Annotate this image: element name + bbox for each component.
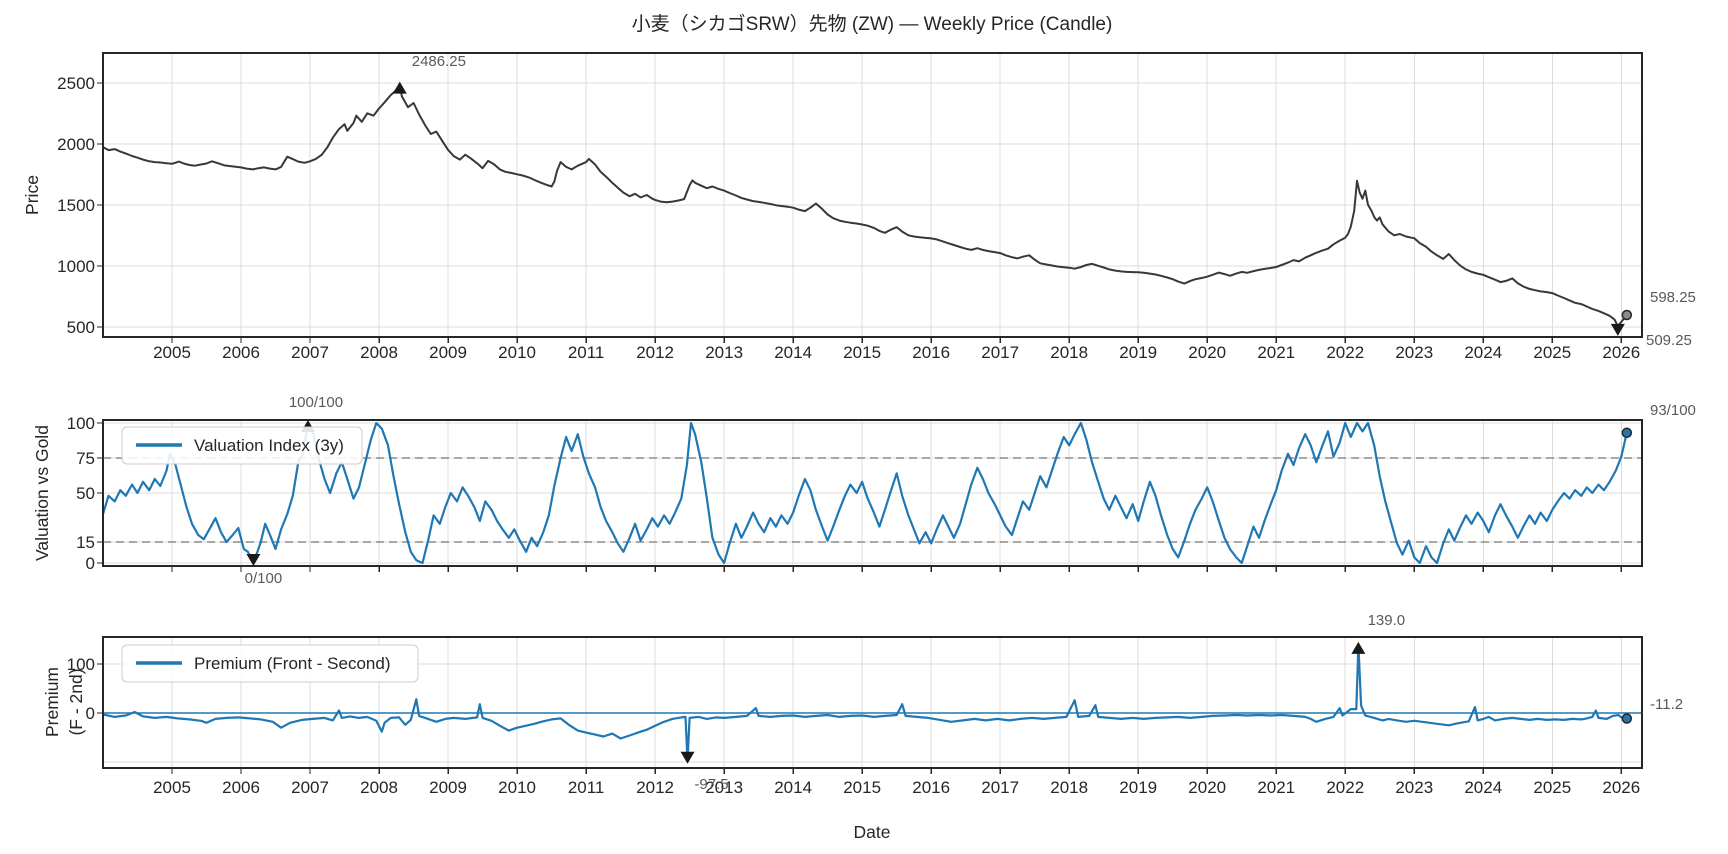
price-low-annotation-text: 509.25 [1646, 332, 1692, 349]
x-tick-label: 2018 [1050, 343, 1088, 362]
premium-panel: 0 100 2005 2006 2007 2008 2009 2010 2011 2012 2013… [67, 612, 1683, 797]
valuation-y-tick-label: 15 [76, 533, 95, 552]
x-tick-label: 2010 [498, 778, 536, 797]
x-tick-label: 2008 [360, 343, 398, 362]
x-tick-label: 2007 [291, 778, 329, 797]
price-low-triangle-down-marker [1610, 323, 1625, 336]
x-tick-label: 2022 [1326, 343, 1364, 362]
x-tick-label: 2006 [222, 778, 260, 797]
x-tick-label: 2024 [1464, 343, 1502, 362]
prem-last-annotation-text: -11.2 [1650, 696, 1683, 713]
price-last-annotation-text: 598.25 [1650, 289, 1696, 306]
x-tick-label: 2017 [981, 343, 1019, 362]
premium-spine [102, 636, 1643, 769]
val-last-end-circle-marker [1621, 427, 1633, 439]
valuation-series-line [103, 421, 1628, 565]
x-tick-label: 2012 [636, 343, 674, 362]
x-tick-label: 2015 [843, 343, 881, 362]
valuation-y-tick-label: 50 [76, 484, 95, 503]
x-tick-label: 2009 [429, 778, 467, 797]
x-tick-label: 2023 [1395, 778, 1433, 797]
premium-legend-box [121, 644, 419, 683]
valuation-y-axis-label: Valuation vs Gold [32, 425, 52, 561]
x-tick-label: 2007 [291, 343, 329, 362]
val-min-triangle-down-marker [246, 554, 261, 566]
price-series-line [103, 83, 1628, 327]
price-peak-triangle-up-marker [392, 81, 407, 94]
x-tick-label: 2017 [981, 778, 1019, 797]
x-tick-label: 2016 [912, 343, 950, 362]
x-tick-label: 2009 [429, 343, 467, 362]
x-tick-label: 2022 [1326, 778, 1364, 797]
prem-max-annotation-text: 139.0 [1368, 612, 1406, 629]
premium-y-axis-label-line2: (F - 2nd) [66, 668, 86, 735]
valuation-legend-label: Valuation Index (3y) [194, 436, 344, 455]
price-y-tick-label: 2000 [57, 135, 95, 154]
premium-series-line [103, 643, 1628, 762]
valuation-panel: 0 15 50 75 100 100/100 0/100 93/100 [67, 394, 1696, 587]
x-tick-label: 2019 [1119, 343, 1157, 362]
price-y-tick-label: 1500 [57, 196, 95, 215]
x-tick-label: 2005 [153, 778, 191, 797]
valuation-legend: Valuation Index (3y) [121, 426, 363, 465]
price-last-end-circle-marker [1621, 309, 1633, 321]
x-tick-label: 2026 [1602, 343, 1640, 362]
price-y-tick-label: 2500 [57, 74, 95, 93]
x-tick-label: 2024 [1464, 778, 1502, 797]
price-y-axis-label: Price [22, 175, 42, 215]
prem-min-triangle-down-marker [680, 751, 695, 764]
prem-max-triangle-up-marker [1351, 641, 1366, 654]
x-tick-label: 2013 [705, 778, 743, 797]
x-tick-label: 2018 [1050, 778, 1088, 797]
valuation-y-tick-label: 75 [76, 449, 95, 468]
x-tick-label: 2020 [1188, 778, 1226, 797]
x-tick-label: 2015 [843, 778, 881, 797]
x-tick-label: 2025 [1533, 778, 1571, 797]
price-peak-annotation-text: 2486.25 [412, 53, 466, 70]
x-tick-label: 2014 [774, 778, 812, 797]
price-y-tick-label: 500 [67, 318, 95, 337]
valuation-y-tick-label: 100 [67, 414, 95, 433]
val-min-annotation-text: 0/100 [245, 570, 283, 587]
x-tick-label: 2025 [1533, 343, 1571, 362]
chart-title: 小麦（シカゴSRW）先物 (ZW) — Weekly Price (Candle… [632, 13, 1113, 35]
price-spine [102, 52, 1643, 338]
x-tick-label: 2011 [568, 778, 605, 797]
x-tick-label: 2016 [912, 778, 950, 797]
val-max-annotation-text: 100/100 [289, 394, 343, 411]
valuation-legend-box [121, 426, 363, 465]
price-panel: 500 1000 1500 2000 2500 2005 2006 2007 2008 2009 2… [57, 52, 1696, 362]
x-axis-label: Date [854, 822, 891, 842]
x-tick-label: 2023 [1395, 343, 1433, 362]
val-last-annotation-text: 93/100 [1650, 402, 1696, 419]
prem-min-annotation-text: -97.5 [694, 776, 728, 793]
prem-last-end-circle-marker [1621, 713, 1633, 724]
x-tick-label: 2010 [498, 343, 536, 362]
premium-legend-label: Premium (Front - Second) [194, 654, 391, 673]
x-tick-label: 2020 [1188, 343, 1226, 362]
x-tick-label: 2005 [153, 343, 191, 362]
x-tick-label: 2026 [1602, 778, 1640, 797]
x-tick-label: 2019 [1119, 778, 1157, 797]
x-tick-label: 2011 [568, 343, 605, 362]
x-tick-label: 2014 [774, 343, 812, 362]
x-tick-label: 2021 [1257, 343, 1295, 362]
valuation-y-tick-label: 0 [86, 554, 95, 573]
x-tick-label: 2021 [1257, 778, 1295, 797]
x-tick-label: 2013 [705, 343, 743, 362]
premium-legend: Premium (Front - Second) [121, 644, 419, 683]
panel-price-grid [103, 53, 1642, 337]
premium-y-tick-label: 100 [67, 655, 95, 674]
x-tick-label: 2006 [222, 343, 260, 362]
x-tick-label: 2008 [360, 778, 398, 797]
x-tick-label: 2012 [636, 778, 674, 797]
premium-y-tick-label: 0 [86, 704, 95, 723]
price-y-tick-label: 1000 [57, 257, 95, 276]
premium-y-axis-label-line1: Premium [42, 667, 62, 737]
